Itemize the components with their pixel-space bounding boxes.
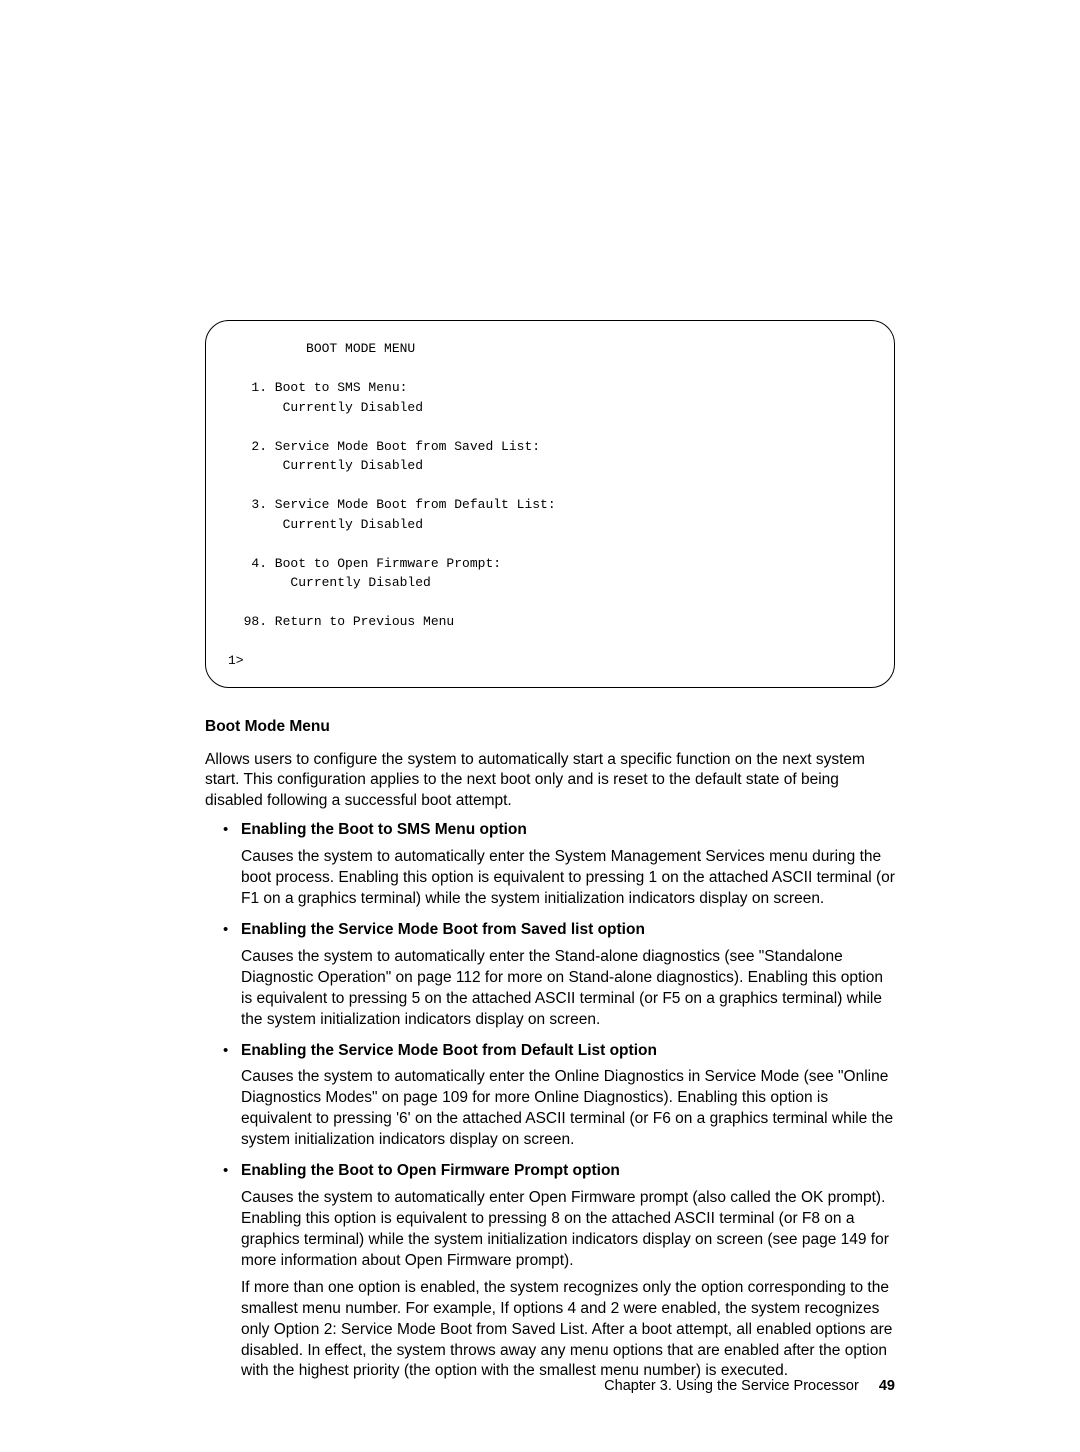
list-item: Enabling the Boot to Open Firmware Promp… — [223, 1161, 895, 1382]
boot-mode-menu-terminal: BOOT MODE MENU 1. Boot to SMS Menu: Curr… — [205, 320, 895, 688]
footer-page-number: 49 — [879, 1378, 895, 1394]
option-body: Causes the system to automatically enter… — [241, 1188, 895, 1272]
section-intro: Allows users to configure the system to … — [205, 750, 895, 813]
list-item: Enabling the Boot to SMS Menu option Cau… — [223, 820, 895, 910]
list-item: Enabling the Service Mode Boot from Save… — [223, 920, 895, 1031]
option-body: Causes the system to automatically enter… — [241, 947, 895, 1031]
option-body: If more than one option is enabled, the … — [241, 1278, 895, 1383]
footer-chapter-label: Chapter 3. Using the Service Processor — [604, 1378, 859, 1394]
option-body: Causes the system to automatically enter… — [241, 1067, 895, 1151]
section-heading-boot-mode-menu: Boot Mode Menu — [205, 718, 895, 736]
page-footer: Chapter 3. Using the Service Processor 4… — [604, 1378, 895, 1394]
option-title-open-firmware: Enabling the Boot to Open Firmware Promp… — [241, 1161, 895, 1182]
option-title-sms-menu: Enabling the Boot to SMS Menu option — [241, 820, 895, 841]
option-body: Causes the system to automatically enter… — [241, 847, 895, 910]
page-container: BOOT MODE MENU 1. Boot to SMS Menu: Curr… — [0, 0, 1080, 1452]
list-item: Enabling the Service Mode Boot from Defa… — [223, 1041, 895, 1152]
option-title-saved-list: Enabling the Service Mode Boot from Save… — [241, 920, 895, 941]
options-list: Enabling the Boot to SMS Menu option Cau… — [205, 820, 895, 1382]
option-title-default-list: Enabling the Service Mode Boot from Defa… — [241, 1041, 895, 1062]
